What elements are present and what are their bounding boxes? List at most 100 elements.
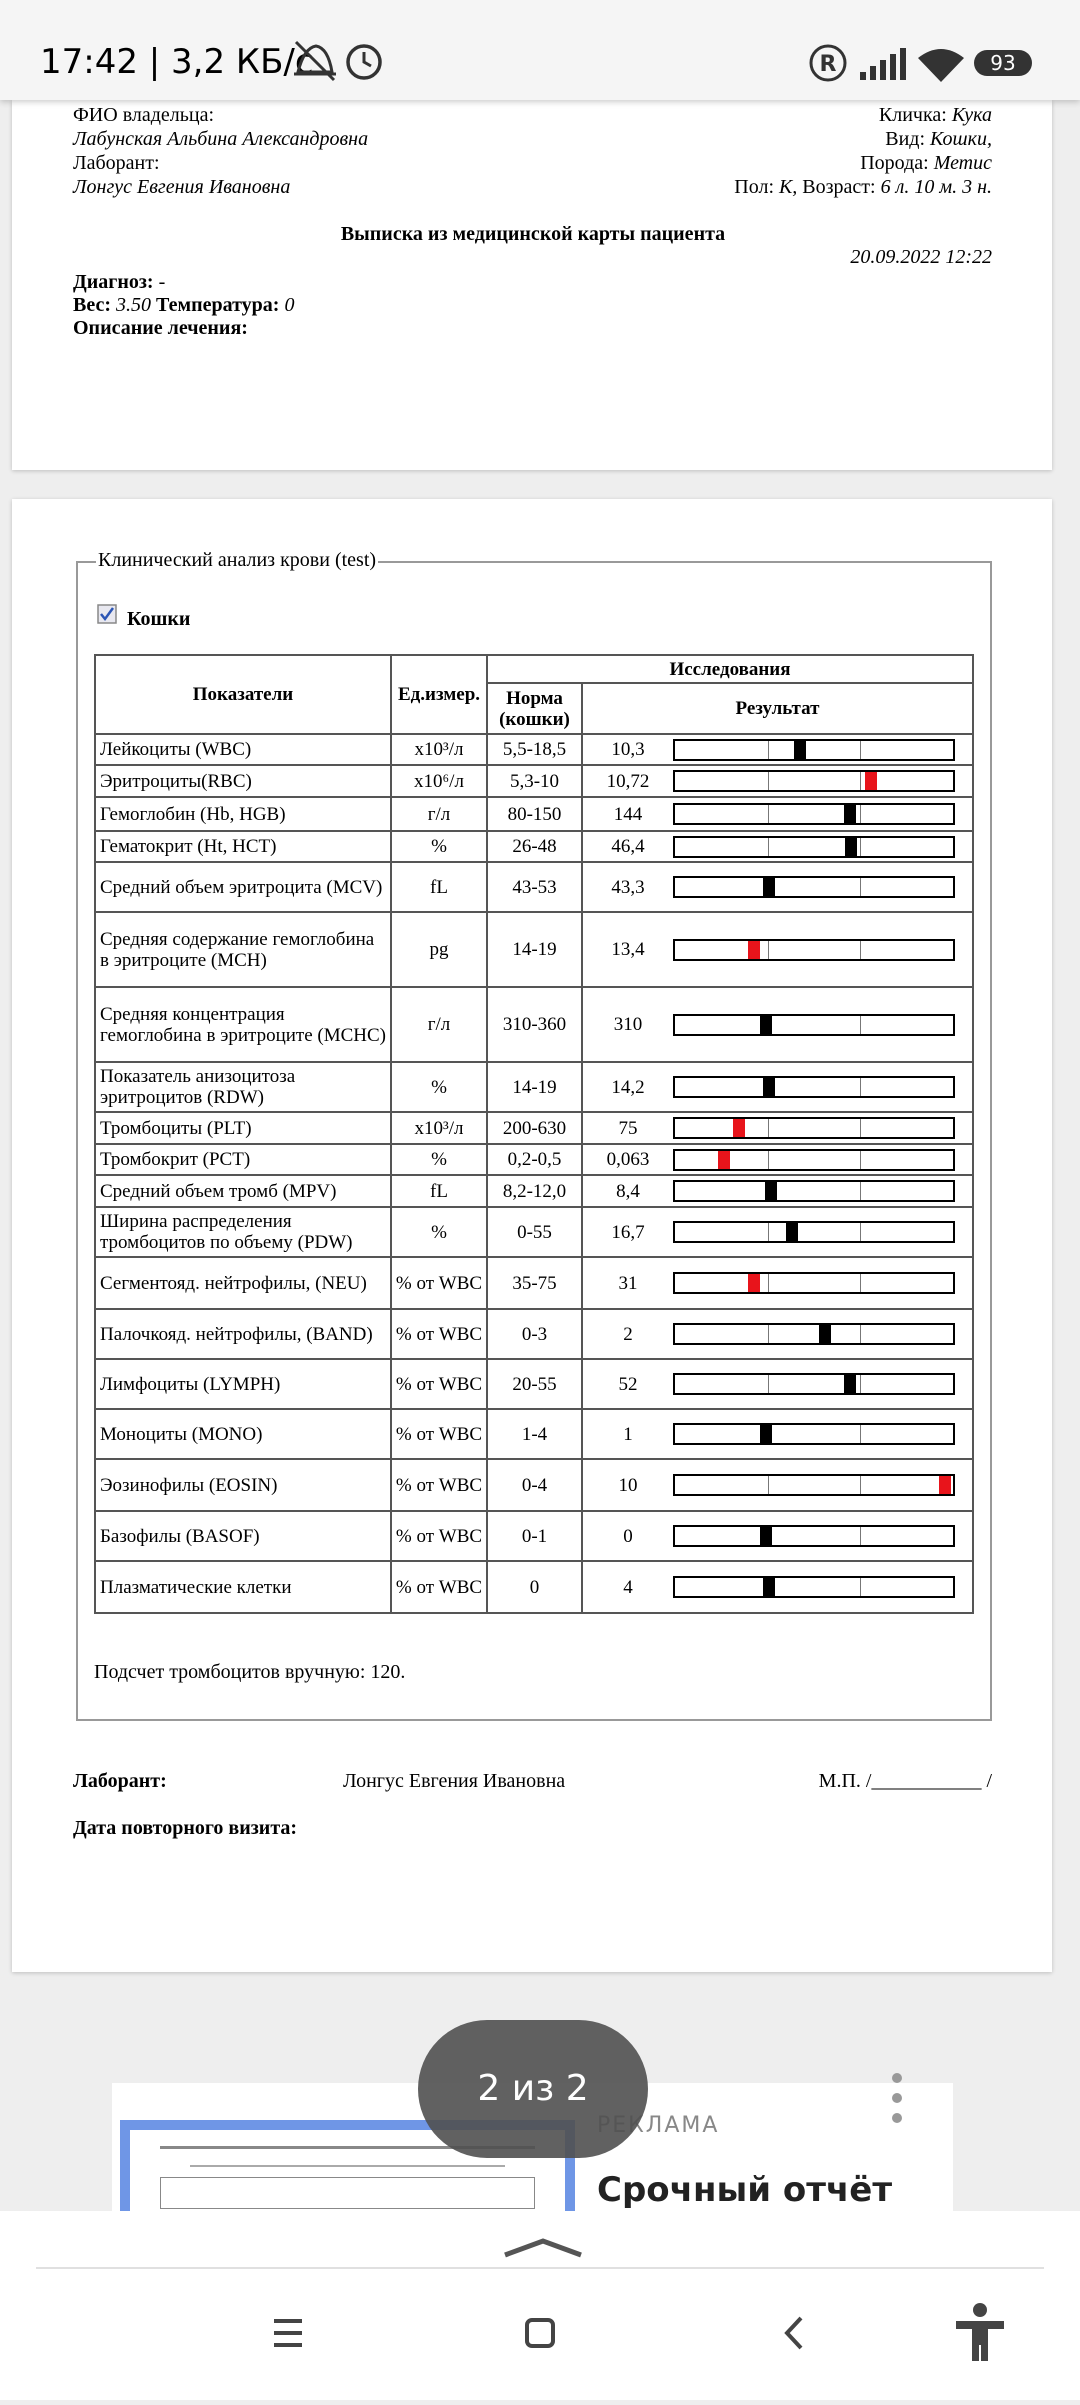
result-marker <box>747 940 760 959</box>
expand[interactable] <box>504 2238 582 2258</box>
result-cell: 0 <box>581 1510 974 1562</box>
species: Кошки <box>127 608 191 630</box>
bar-divider <box>860 1150 862 1169</box>
norm: 0-1 <box>486 1510 583 1562</box>
unit: % <box>390 830 488 863</box>
bar-divider <box>860 1375 862 1393</box>
result-wrap: 0,063 <box>583 1148 972 1171</box>
result-bar <box>673 1117 955 1139</box>
diagnosis: Диагноз: - <box>73 270 165 294</box>
time: 17:42 | 3,2 КБ/с <box>40 42 314 82</box>
stamp: М.П. /___________ / <box>818 1770 992 1792</box>
result-bar <box>673 938 955 961</box>
table-row: Гематокрит (Ht, HCT)% 26-48 46,4 <box>94 830 974 863</box>
col-indicator: Показатели <box>94 654 392 735</box>
norm: 14-19 <box>486 1061 583 1113</box>
indicator: Средний объем эритроцита (MCV) <box>94 861 392 913</box>
indicator: Эритроциты(RBC) <box>94 764 392 798</box>
result-value: 14,2 <box>611 1076 645 1098</box>
result-value: 75 <box>618 1117 638 1139</box>
unit: % от WBC <box>390 1308 488 1360</box>
diag-label: Диагноз: <box>73 271 154 293</box>
result-marker <box>819 1325 832 1343</box>
norm: 5,5-18,5 <box>486 733 583 766</box>
norm: 35-75 <box>486 1256 583 1310</box>
result-bar <box>673 1525 955 1547</box>
accessibility-button[interactable] <box>956 2303 1004 2361</box>
result-marker <box>843 1375 856 1393</box>
result-wrap: 13,4 <box>583 938 972 961</box>
bar-divider <box>860 1015 862 1034</box>
result-wrap: 310 <box>583 1013 972 1036</box>
home-button[interactable] <box>525 2318 555 2348</box>
bar-divider <box>767 940 769 959</box>
sex-age: Пол: К, Возраст: 6 л. 10 м. 3 н. <box>734 175 992 199</box>
breed: Порода: Метис <box>860 151 992 175</box>
norm: 0,2-0,5 <box>486 1143 583 1176</box>
norm: 1-4 <box>486 1408 583 1460</box>
result-value: 46,4 <box>611 836 645 857</box>
bar-divider <box>860 1425 862 1443</box>
weight-temp: Вес: 3.50 Температура: 0 <box>73 293 294 317</box>
table-row: Эритроциты(RBC) x10⁶/л 5,3-10 10,72 <box>94 764 974 798</box>
ad-title: Срочный отчёт <box>597 2170 893 2210</box>
menu-button[interactable] <box>274 2319 302 2347</box>
footer-lab-label: Лаборант: <box>73 1770 167 1792</box>
owner-name: Лабунская Альбина Александровна <box>73 127 368 151</box>
result-bar <box>673 738 955 761</box>
result-wrap: 10,3 <box>583 738 972 761</box>
table-row: Средняя содержание гемоглобина в эритроц… <box>94 911 974 988</box>
result-cell: 1 <box>581 1408 974 1460</box>
table-row: Тромбокрит (PCT)% 0,2-0,5 0,063 <box>94 1143 974 1176</box>
result-wrap: 2 <box>583 1323 972 1345</box>
checkbox[interactable] <box>97 604 117 624</box>
bar-divider <box>767 1223 769 1241</box>
table-row: Показатель анизоцитоза эритроцитов (RDW)… <box>94 1061 974 1113</box>
age-value: 6 л. 10 м. 3 н. <box>880 176 992 198</box>
unit: % <box>390 1143 488 1176</box>
result-bar <box>673 1013 955 1036</box>
result-marker <box>760 1527 773 1545</box>
manual-count: Подсчет тромбоцитов вручную: 120. <box>94 1661 406 1683</box>
norm: 0-55 <box>486 1206 583 1258</box>
bar-divider <box>860 1476 862 1494</box>
result-cell: 4 <box>581 1560 974 1614</box>
ad-menu[interactable] <box>885 2068 909 2128</box>
result-wrap: 43,3 <box>583 876 972 898</box>
weight-value: 3.50 <box>116 294 151 316</box>
results-table: Показатели Ед.измер. Исследования Норма (к… <box>94 654 974 1614</box>
table-row: Плазматические клетки% от WBC 0 4 <box>94 1560 974 1614</box>
back-button[interactable] <box>784 2316 803 2350</box>
result-marker <box>843 805 856 823</box>
result-value: 0,063 <box>606 1149 650 1170</box>
table-row: Моноциты (MONO)% от WBC 1-4 1 <box>94 1408 974 1460</box>
result-value: 4 <box>623 1576 633 1598</box>
age-label: Возраст: <box>802 176 876 198</box>
nav-icons <box>36 2238 1044 2361</box>
nick: Кличка: Кука <box>879 103 992 127</box>
result-wrap: 75 <box>583 1117 972 1139</box>
table-row: Базофилы (BASOF)% от WBC 0-1 0 <box>94 1510 974 1562</box>
result-marker <box>939 1476 952 1494</box>
unit: % от WBC <box>390 1358 488 1410</box>
temp-label: Температура: <box>156 294 280 316</box>
unit: x10³/л <box>390 1111 488 1145</box>
result-cell: 10,72 <box>581 764 974 798</box>
norm: 80-150 <box>486 796 583 832</box>
result-marker <box>763 878 776 896</box>
norm: 14-19 <box>486 911 583 988</box>
table-row: Сегментояд. нейтрофилы, (NEU)% от WBC 35-… <box>94 1256 974 1310</box>
result-marker <box>786 1223 799 1241</box>
nick-label: Кличка: <box>878 104 947 126</box>
table-row: Эозинофилы (EOSIN)% от WBC 0-4 10 <box>94 1458 974 1512</box>
lab-name-text: Лонгус Евгения Ивановна <box>73 176 291 198</box>
bar-divider <box>860 1223 862 1241</box>
col-norm: Норма (кошки) <box>486 682 583 735</box>
status-bar: 17:42 | 3,2 КБ/с R 93 <box>0 0 1080 100</box>
bar-divider <box>767 1150 769 1169</box>
bar-divider <box>860 878 862 896</box>
kind-value: Кошки, <box>930 128 992 150</box>
system-icons: R 93 <box>809 44 1032 82</box>
result-cell: 31 <box>581 1256 974 1310</box>
